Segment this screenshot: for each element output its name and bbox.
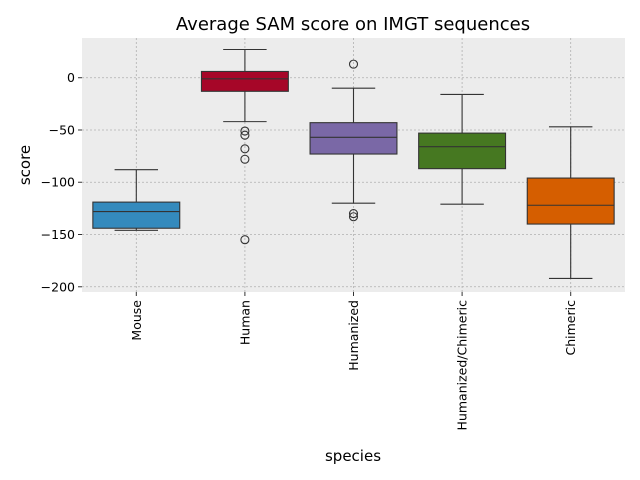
box-human (200, 48, 289, 245)
box-body (92, 201, 181, 229)
y-tick-label: 0 (67, 70, 75, 85)
outlier-point (348, 59, 359, 69)
x-tick-label: Humanized (346, 300, 361, 371)
chart-title: Average SAM score on IMGT sequences (176, 14, 530, 35)
x-axis-label: species (325, 447, 381, 465)
box-body (200, 70, 289, 92)
x-tick-label: Human (237, 300, 252, 345)
y-tick-label: −150 (41, 227, 75, 242)
box-humanized (309, 59, 398, 222)
box-humanized-chimeric (418, 93, 507, 205)
y-tick-label: −50 (49, 122, 75, 137)
box-mouse (92, 169, 181, 231)
x-tick-label: Humanized/Chimeric (455, 300, 470, 431)
outlier-point (348, 212, 359, 222)
box-chimeric (526, 126, 615, 279)
box-body (309, 122, 398, 155)
y-tick-label: −100 (41, 175, 75, 190)
x-axis: Mouse Human Humanized Humanized/Chimeric Chi… (129, 292, 578, 430)
outlier-point (348, 209, 359, 219)
y-axis-label: score (16, 145, 34, 185)
outlier-point (240, 126, 250, 136)
box-body (526, 177, 615, 225)
y-tick-label: −200 (41, 279, 75, 294)
outlier-point (240, 144, 250, 154)
outlier-point (240, 130, 250, 140)
x-tick-label: Chimeric (563, 300, 578, 356)
outlier-point (240, 154, 250, 164)
box-body (418, 132, 507, 170)
y-axis: 0 −50 −100 −150 −200 (41, 70, 82, 294)
box-plots (92, 48, 615, 279)
outlier-point (240, 235, 250, 245)
x-tick-label: Mouse (129, 300, 144, 341)
